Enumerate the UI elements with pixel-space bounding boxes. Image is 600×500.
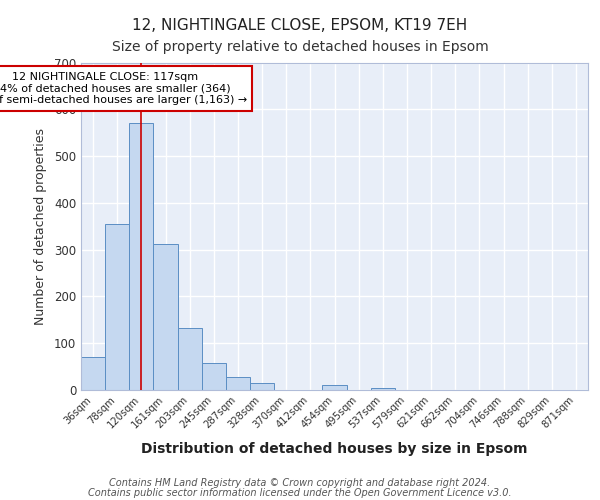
Text: 12, NIGHTINGALE CLOSE, EPSOM, KT19 7EH: 12, NIGHTINGALE CLOSE, EPSOM, KT19 7EH [133,18,467,32]
Bar [226,378,250,390]
Bar [129,124,154,390]
Bar [371,388,395,390]
Y-axis label: Number of detached properties: Number of detached properties [34,128,47,325]
Bar [178,328,202,390]
Bar [81,357,105,390]
Text: Contains public sector information licensed under the Open Government Licence v3: Contains public sector information licen… [88,488,512,498]
X-axis label: Distribution of detached houses by size in Epsom: Distribution of detached houses by size … [141,442,528,456]
Bar [250,384,274,390]
Text: Contains HM Land Registry data © Crown copyright and database right 2024.: Contains HM Land Registry data © Crown c… [109,478,491,488]
Bar [105,224,129,390]
Bar [202,364,226,390]
Text: 12 NIGHTINGALE CLOSE: 117sqm
← 24% of detached houses are smaller (364)
76% of s: 12 NIGHTINGALE CLOSE: 117sqm ← 24% of de… [0,72,247,105]
Bar [322,386,347,390]
Bar [154,244,178,390]
Text: Size of property relative to detached houses in Epsom: Size of property relative to detached ho… [112,40,488,54]
